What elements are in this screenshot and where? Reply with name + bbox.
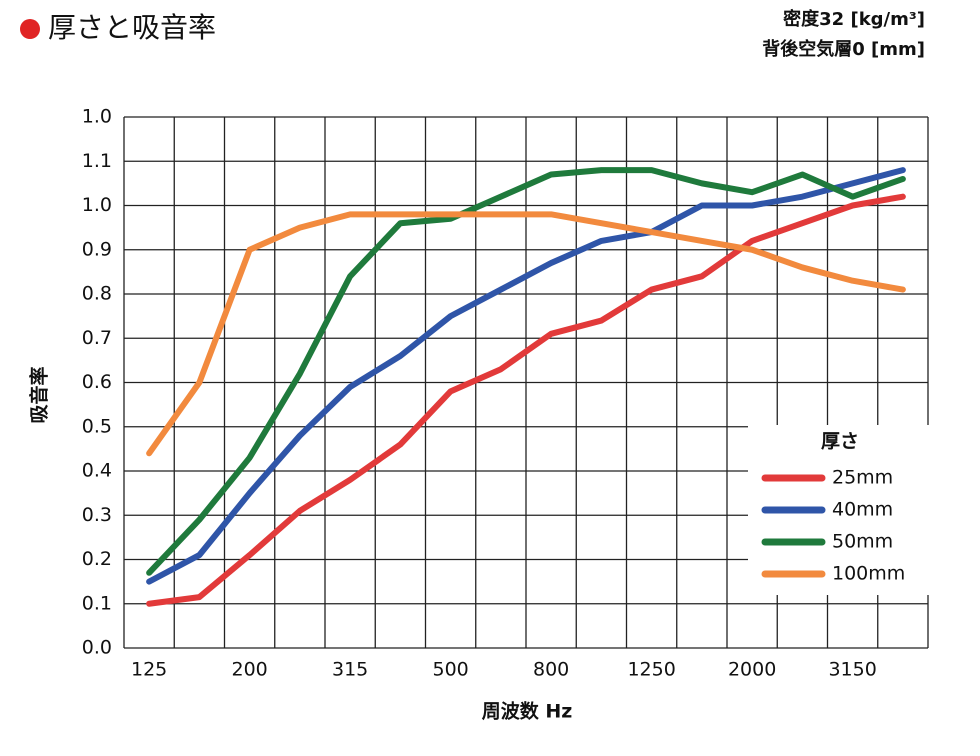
- legend-label: 100mm: [832, 563, 905, 585]
- y-tick-label: 0.2: [82, 548, 112, 570]
- x-axis-label: 周波数 Hz: [482, 700, 573, 723]
- x-tick-label: 2000: [728, 659, 776, 681]
- series-line: [146, 167, 906, 585]
- y-axis-label: 吸音率: [28, 366, 51, 423]
- y-tick-label: 0.3: [82, 504, 112, 526]
- y-tick-label: 0.8: [82, 283, 112, 305]
- y-tick-label: 1.0: [82, 194, 112, 216]
- y-tick-label: 0.5: [82, 415, 112, 437]
- x-tick-label: 800: [533, 659, 569, 681]
- x-tick-label: 3150: [828, 659, 876, 681]
- series-line: [146, 193, 906, 607]
- y-tick-label: 0.6: [82, 371, 112, 393]
- x-tick-label: 500: [432, 659, 468, 681]
- title-dot: [20, 19, 40, 39]
- y-tick-label: 1.0: [82, 106, 112, 128]
- legend-title: 厚さ: [821, 431, 859, 453]
- x-tick-label: 1250: [627, 659, 675, 681]
- y-tick-label: 0.1: [82, 592, 112, 614]
- legend-label: 25mm: [832, 467, 893, 489]
- series-line: [146, 211, 906, 457]
- series-line: [146, 167, 906, 576]
- subtitle: 密度32 [kg/m³]: [783, 8, 925, 30]
- subtitle: 背後空気層0 [mm]: [762, 38, 925, 60]
- y-tick-label: 0.4: [82, 460, 112, 482]
- chart-title: 厚さと吸音率: [48, 11, 216, 44]
- y-tick-label: 0.7: [82, 327, 112, 349]
- y-tick-label: 0.9: [82, 238, 112, 260]
- legend-label: 50mm: [832, 531, 893, 553]
- x-tick-label: 200: [231, 659, 267, 681]
- y-tick-label: 1.1: [82, 150, 112, 172]
- x-tick-label: 125: [131, 659, 167, 681]
- x-tick-label: 315: [332, 659, 368, 681]
- legend-label: 40mm: [832, 499, 893, 521]
- y-tick-label: 0.0: [82, 637, 112, 659]
